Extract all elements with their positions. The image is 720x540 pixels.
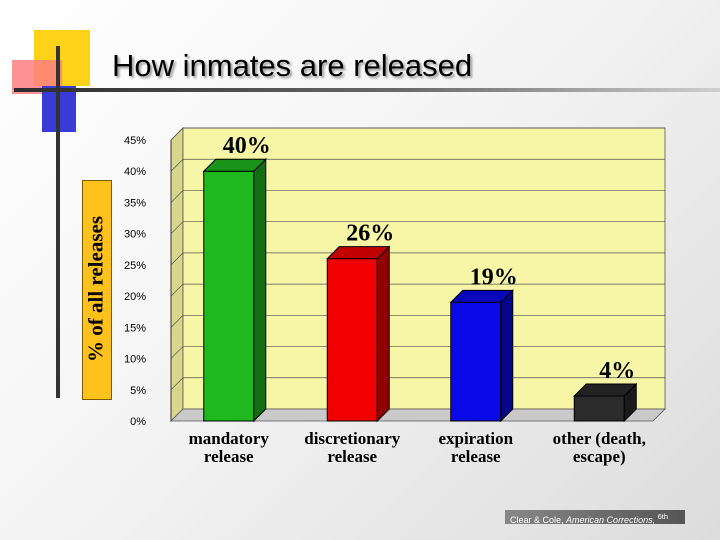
x-tick-label: release: [327, 447, 377, 466]
citation-authors: Clear & Cole,: [510, 515, 564, 525]
bar-side: [376, 245, 390, 423]
y-tick-label: 10%: [124, 354, 146, 366]
data-label: 40%: [223, 133, 271, 159]
y-tick-label: 35%: [124, 197, 146, 209]
data-label: 26%: [346, 221, 394, 247]
y-axis-label-box: [82, 180, 112, 400]
plot-side-wall: [170, 127, 184, 422]
x-tick-label: release: [451, 447, 501, 466]
y-tick-label: 30%: [124, 229, 146, 241]
citation-book: American Corrections,: [566, 515, 656, 525]
gridline: [170, 190, 665, 203]
x-tick-label: expiration: [438, 429, 513, 448]
data-label: 19%: [470, 264, 518, 290]
bar: [450, 301, 502, 422]
footer-bar: [505, 510, 685, 524]
gridline: [170, 221, 665, 234]
decorative-vertical-line: [56, 46, 60, 398]
y-tick-label: 0%: [130, 416, 146, 428]
bar-top: [573, 383, 638, 397]
x-tick-label: discretionary: [304, 429, 401, 448]
y-tick-label: 40%: [124, 166, 146, 178]
y-tick-label: 15%: [124, 322, 146, 334]
bar-top: [449, 289, 514, 303]
x-tick-label: escape): [573, 447, 626, 466]
y-tick-label: 45%: [124, 135, 146, 147]
decorative-horizontal-line: [14, 88, 720, 92]
gridline: [170, 127, 665, 141]
slide-title: How inmates are released: [112, 48, 473, 83]
bar: [326, 258, 378, 422]
bar-top: [326, 246, 391, 260]
bar-top: [202, 158, 267, 172]
y-tick-label: 20%: [124, 291, 146, 303]
y-tick-label: 25%: [124, 260, 146, 272]
bar-side: [500, 289, 514, 423]
gridline: [170, 283, 665, 297]
y-tick-label: 5%: [130, 385, 146, 397]
data-label: 4%: [599, 358, 635, 384]
bar-side: [253, 158, 267, 423]
gridline: [170, 158, 665, 172]
x-tick-label: release: [204, 447, 254, 466]
bar: [203, 170, 255, 422]
bar: [573, 395, 625, 422]
x-tick-label: other (death,: [553, 429, 646, 448]
x-tick-label: mandatory: [189, 429, 270, 448]
gridline: [170, 252, 665, 266]
footer-citation: Clear & Cole, American Corrections, 6th: [510, 512, 668, 525]
citation-edition: 6th: [657, 512, 669, 521]
